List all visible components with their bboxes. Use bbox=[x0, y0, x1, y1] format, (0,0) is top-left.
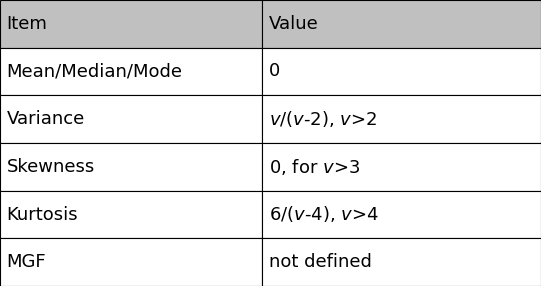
Text: Mean/Median/Mode: Mean/Median/Mode bbox=[6, 63, 182, 80]
Text: Kurtosis: Kurtosis bbox=[6, 206, 78, 223]
Bar bbox=[262, 95, 541, 143]
Bar bbox=[0, 143, 262, 191]
Text: 0, for $\mathit{v}$>3: 0, for $\mathit{v}$>3 bbox=[269, 157, 360, 177]
Text: Skewness: Skewness bbox=[6, 158, 95, 176]
Text: not defined: not defined bbox=[269, 253, 372, 271]
Bar bbox=[0, 191, 262, 238]
Text: MGF: MGF bbox=[6, 253, 46, 271]
Bar bbox=[262, 0, 541, 48]
Bar bbox=[0, 238, 262, 286]
Text: Value: Value bbox=[269, 15, 319, 33]
Bar bbox=[0, 48, 262, 95]
Text: 6/$(\mathit{v}$-4), $\mathit{v}$>4: 6/$(\mathit{v}$-4), $\mathit{v}$>4 bbox=[269, 204, 379, 225]
Text: $\mathit{v}$/$(\mathit{v}$-2), $\mathit{v}$>2: $\mathit{v}$/$(\mathit{v}$-2), $\mathit{… bbox=[269, 109, 377, 129]
Bar bbox=[0, 0, 262, 48]
Bar bbox=[0, 95, 262, 143]
Bar bbox=[262, 238, 541, 286]
Bar bbox=[262, 48, 541, 95]
Bar bbox=[262, 191, 541, 238]
Text: Item: Item bbox=[6, 15, 48, 33]
Bar bbox=[262, 143, 541, 191]
Text: Variance: Variance bbox=[6, 110, 85, 128]
Text: 0: 0 bbox=[269, 63, 280, 80]
